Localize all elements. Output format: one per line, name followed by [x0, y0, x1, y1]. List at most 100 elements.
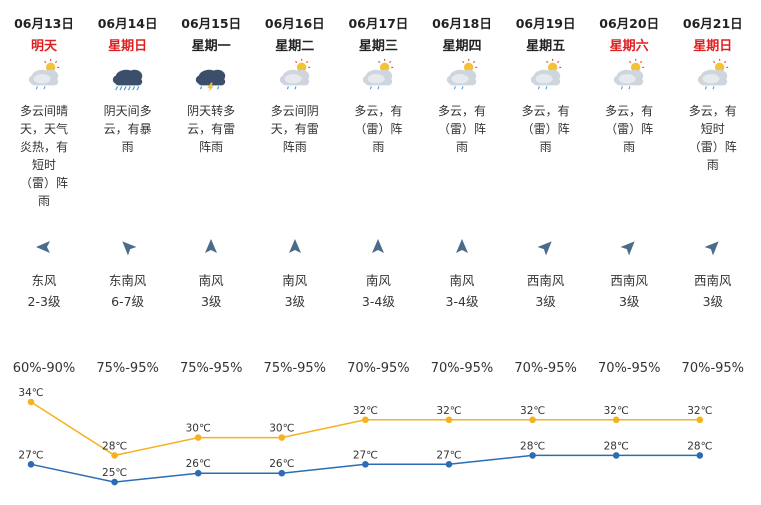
southeast-wind-arrow-icon	[121, 241, 137, 256]
low-temp-label: 26℃	[186, 458, 211, 470]
weather-description-line: 炎热，有	[19, 140, 68, 154]
forecast-date: 06月15日	[181, 16, 242, 31]
weather-description: 多云，有短时 （雷）阵雨	[671, 102, 755, 174]
wind-direction: 南风	[449, 273, 475, 288]
humidity-range: 70%-95%	[347, 361, 410, 376]
wind-direction: 西南风	[694, 273, 732, 288]
weather-description: 多云间阴 天，有雷 阵雨	[253, 102, 337, 156]
forecast-date: 06月20日	[599, 16, 660, 31]
forecast-date: 06月14日	[97, 16, 158, 31]
weather-description-line: （雷）阵	[605, 122, 654, 136]
weather-description-line: 阴天间多	[103, 104, 152, 118]
weather-description-line: （雷）阵	[688, 140, 737, 154]
weather-description-line: 阵雨	[282, 140, 307, 154]
humidity-range: 70%-95%	[430, 361, 494, 376]
temperature-chart: 34℃ 28℃ 30℃ 30℃ 32℃ 32℃ 32℃ 32℃ 32℃ 27℃ 25℃ 26℃ 26℃ 2…	[18, 387, 712, 486]
low-temp-label: 26℃	[269, 458, 294, 470]
weather-description: 阴天间多云，有暴雨	[86, 102, 170, 156]
weather-description-line: 短时	[31, 158, 56, 172]
high-temp-point	[27, 398, 35, 406]
weather-description-line: 阵雨	[199, 140, 224, 154]
humidity-range: 75%-95%	[179, 361, 243, 376]
humidity-range: 70%-95%	[514, 361, 577, 376]
weather-description-line: 多云，有	[605, 104, 654, 118]
weather-description-line: 雨	[455, 140, 468, 154]
humidity-range: 75%-95%	[263, 361, 327, 376]
forecast-weekday: 星期五	[526, 39, 566, 54]
low-temp-point	[612, 452, 620, 459]
weather-description-line: 云，有雷	[187, 122, 236, 136]
weather-description-line: 多云间晴	[19, 104, 68, 118]
wind-level: 3级	[618, 294, 640, 309]
partly-cloudy-sun-icon	[614, 58, 645, 90]
forecast-weekday: 星期二	[275, 39, 315, 54]
weather-description-line: 多云，有	[437, 104, 486, 118]
high-temp-point	[111, 452, 118, 459]
weather-description-line: 雨	[372, 140, 385, 154]
south-wind-arrow-icon	[288, 239, 301, 253]
south-wind-arrow-icon	[372, 239, 385, 253]
forecast-date: 06月13日	[14, 16, 74, 31]
weather-description-line: 天，有雷	[270, 122, 319, 136]
weather-description: 多云，有 （雷）阵雨	[420, 102, 504, 156]
weather-description-line: 多云，有	[521, 104, 570, 118]
weather-description-line: （雷）阵	[437, 122, 486, 136]
wind-level: 6-7级	[111, 294, 145, 309]
forecast-weekday: 星期日	[108, 39, 148, 54]
weather-description-line: 短时	[700, 122, 725, 136]
forecast-date: 06月18日	[432, 16, 492, 31]
high-temp-label: 30℃	[186, 423, 211, 435]
weather-description-line: 天，天气	[19, 122, 68, 136]
weather-description-line: 雨	[706, 158, 719, 172]
partly-cloudy-sun-icon	[28, 58, 60, 90]
forecast-date: 06月16日	[264, 16, 325, 31]
weather-description-line: 雨	[37, 194, 50, 208]
humidity-range: 75%-95%	[96, 361, 159, 376]
high-temp-point	[612, 416, 620, 424]
southwest-wind-arrow-icon	[704, 241, 719, 256]
wind-direction: 南风	[282, 273, 308, 288]
weather-description-line: 雨	[623, 140, 636, 154]
weather-description: 多云，有 （雷）阵雨	[336, 102, 420, 156]
wind-level: 3级	[284, 294, 306, 309]
weather-description: 多云，有 （雷）阵雨	[504, 102, 588, 156]
south-wind-arrow-icon	[456, 239, 468, 253]
wind-level: 3级	[702, 294, 724, 309]
low-temp-label: 27℃	[436, 449, 461, 461]
high-temp-point	[445, 416, 453, 424]
heavy-rain-cloud-icon	[112, 69, 142, 91]
weather-description: 多云间晴天，天气炎热，有短时 （雷）阵雨	[2, 102, 86, 210]
southwest-wind-arrow-icon	[620, 241, 635, 256]
forecast-date: 06月21日	[682, 16, 743, 31]
wind-direction: 南风	[198, 273, 224, 288]
forecast-date: 06月19日	[515, 16, 576, 31]
forecast-date: 06月17日	[348, 16, 409, 31]
weather-description-line: 多云，有	[688, 104, 737, 118]
wind-level: 3-4级	[361, 294, 395, 309]
low-temp-label: 25℃	[102, 467, 127, 479]
weather-description-line: （雷）阵	[521, 122, 570, 136]
wind-direction: 东南风	[108, 273, 147, 288]
weather-description-line: （雷）阵	[19, 176, 68, 190]
high-temp-label: 32℃	[604, 405, 629, 417]
partly-cloudy-sun-icon	[279, 58, 310, 90]
wind-level: 3级	[200, 294, 222, 309]
low-temp-label: 27℃	[353, 449, 378, 461]
high-temp-label: 32℃	[520, 405, 545, 417]
partly-cloudy-sun-icon	[697, 58, 728, 90]
weather-description-line: 雨	[121, 140, 134, 154]
weather-description-line: 云，有暴	[103, 122, 152, 136]
wind-level: 3级	[535, 294, 556, 309]
partly-cloudy-sun-icon	[446, 58, 478, 90]
high-temp-label: 34℃	[18, 387, 43, 399]
forecast-weekday: 星期一	[191, 39, 231, 54]
low-temp-label: 28℃	[520, 440, 545, 452]
wind-direction: 东风	[31, 273, 57, 288]
forecast-weekday: 星期六	[609, 39, 649, 54]
wind-level: 3-4级	[445, 294, 479, 309]
high-temp-point	[194, 434, 202, 441]
high-temp-point	[362, 416, 369, 424]
wind-direction: 西南风	[610, 273, 648, 288]
forecast-weekday: 星期四	[442, 39, 482, 54]
low-temp-label: 27℃	[18, 449, 43, 461]
